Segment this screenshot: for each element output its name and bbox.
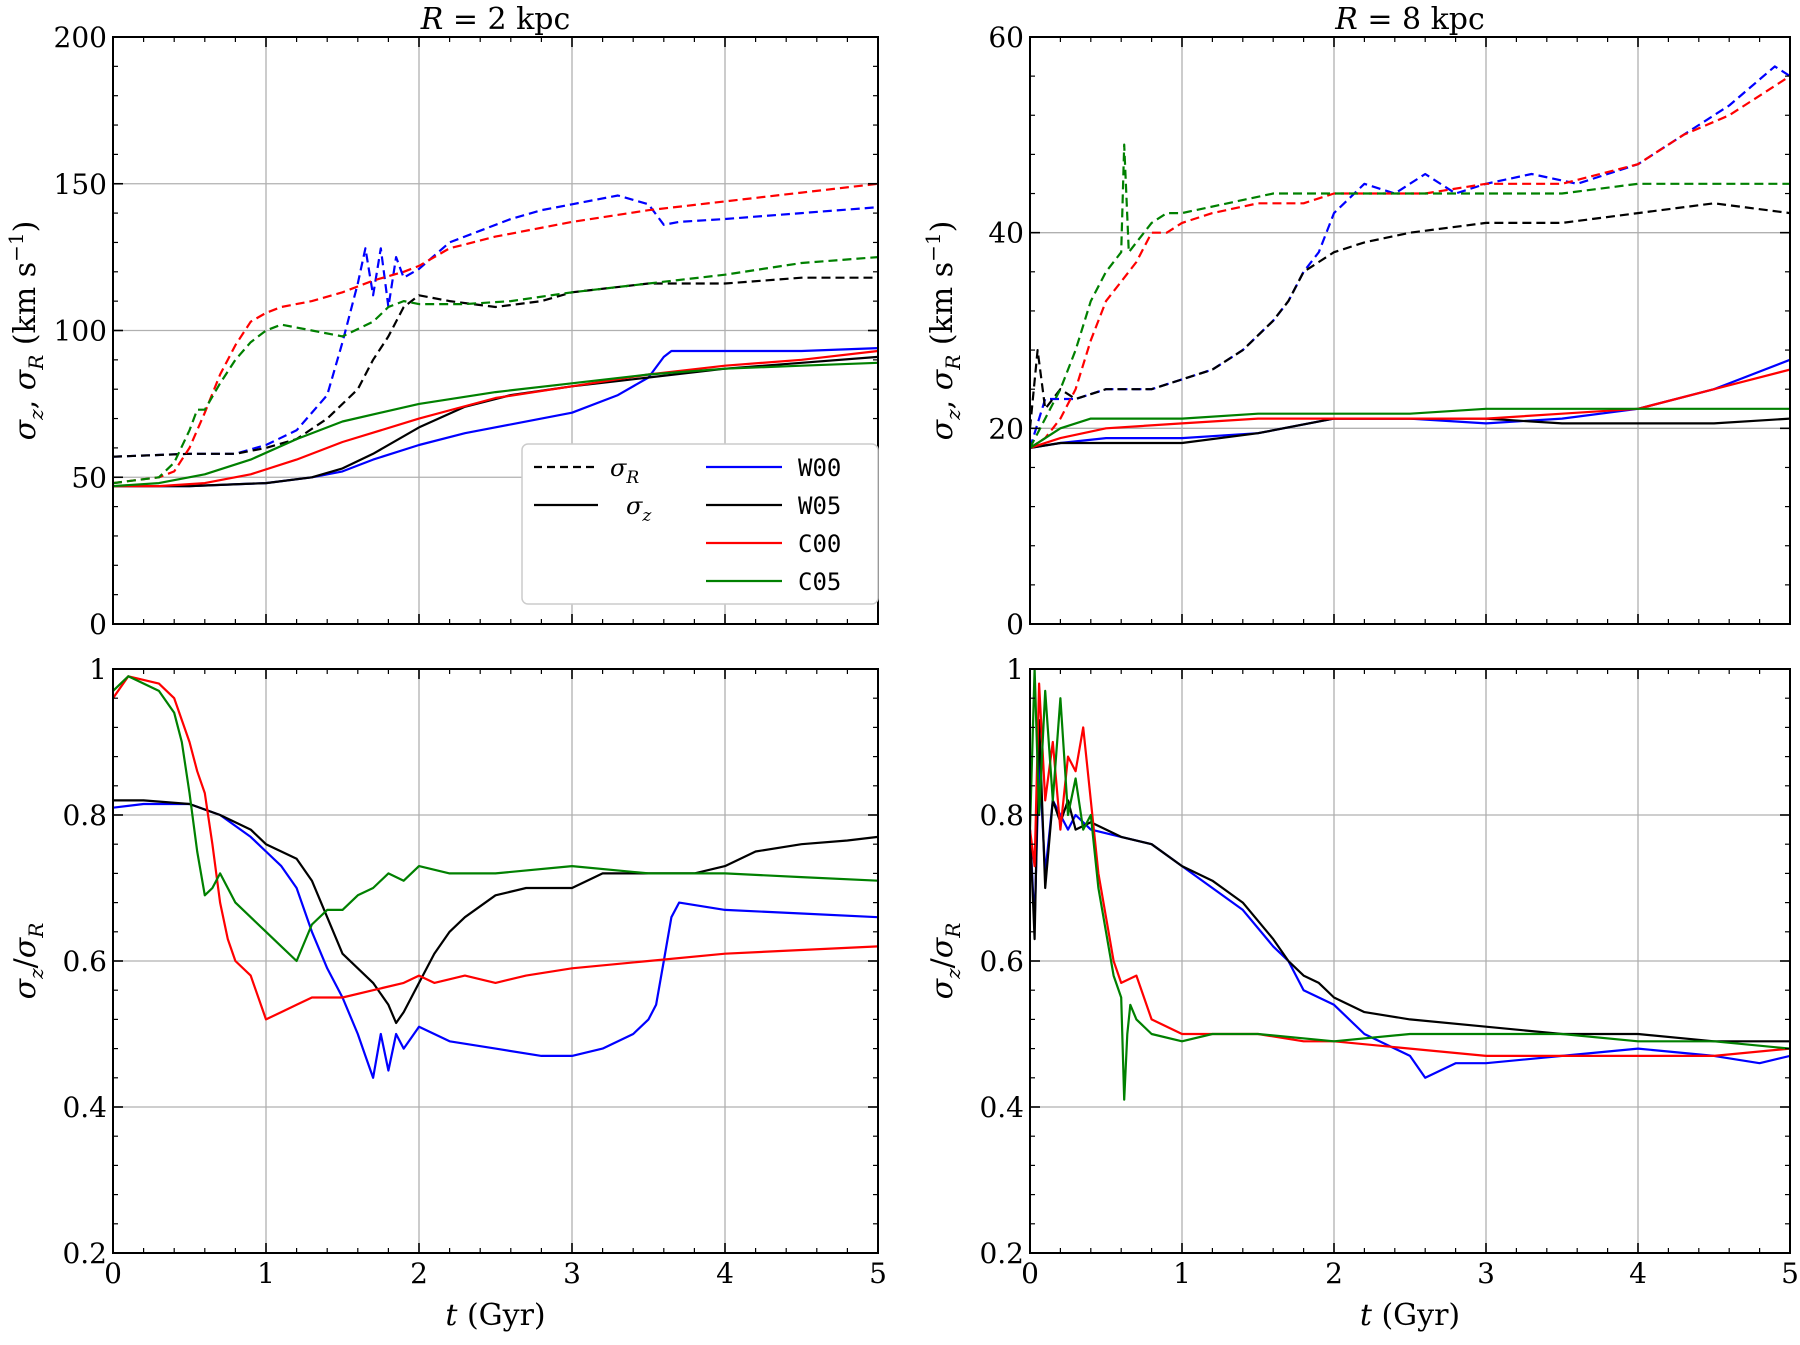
bottom-right-xtick-label-5: 5 bbox=[1781, 1257, 1799, 1290]
top-left-ytick-label-50: 50 bbox=[71, 461, 107, 494]
top-right-ytick-label-20: 20 bbox=[988, 412, 1024, 445]
top-left-ylabel: σz, σR (km s−1) bbox=[4, 221, 48, 441]
panel-bottom-right: 0.2 0.4 0.6 0.8 1 0 1 2 3 4 5 t (Gyr) σz/σR bbox=[925, 653, 1799, 1333]
bottom-left-series-W05 bbox=[113, 799, 878, 1025]
bottom-left-xtick-label-5: 5 bbox=[869, 1257, 887, 1290]
bottom-right-xtick-label-4: 4 bbox=[1629, 1257, 1647, 1290]
bottom-left-ylabel: σz/σR bbox=[8, 923, 48, 1000]
panel-top-left: 0 50 100 150 200 R = 2 kpc σz, σR (km s−1) bbox=[4, 2, 879, 641]
bottom-left-ticks bbox=[112, 668, 879, 1254]
top-right-series-group bbox=[1030, 65, 1790, 449]
bottom-right-xtick-label-0: 0 bbox=[1021, 1257, 1039, 1290]
top-right-frame bbox=[1029, 36, 1791, 625]
bottom-left-xtick-label-2: 2 bbox=[410, 1257, 428, 1290]
top-right-title: R = 8 kpc bbox=[1334, 2, 1485, 37]
legend-W00-label: W00 bbox=[798, 454, 841, 482]
panel-bottom-left: 0.2 0.4 0.6 0.8 1 0 1 2 3 4 5 t (Gyr) σz/σR bbox=[8, 653, 887, 1333]
top-left-ytick-label-0: 0 bbox=[89, 608, 107, 641]
bottom-left-series-C00 bbox=[113, 675, 878, 1021]
top-left-series-C00-σR bbox=[113, 182, 878, 485]
top-right-series-C05-σz bbox=[1030, 407, 1790, 449]
top-left-series-C05-σz bbox=[113, 361, 878, 488]
top-right-ytick-label-60: 60 bbox=[988, 21, 1024, 54]
top-right-series-W05-σR bbox=[1030, 202, 1790, 429]
bottom-left-xtick-label-3: 3 bbox=[563, 1257, 581, 1290]
legend-sigmaR-label: σR bbox=[610, 454, 639, 488]
bottom-right-ticks bbox=[1029, 668, 1791, 1254]
legend-C00-label: C00 bbox=[798, 530, 841, 558]
top-right-series-C00-σz bbox=[1030, 368, 1790, 449]
top-right-series-W00-σz bbox=[1030, 358, 1790, 449]
top-right-ylabel: σz, σR (km s−1) bbox=[921, 221, 965, 441]
bottom-left-series-C05 bbox=[113, 675, 878, 963]
bottom-right-ytick-label-0.6: 0.6 bbox=[979, 945, 1024, 978]
bottom-right-ylabel: σz/σR bbox=[925, 923, 965, 1000]
bottom-left-xtick-label-1: 1 bbox=[257, 1257, 275, 1290]
top-left-series-W00-σR bbox=[113, 194, 878, 458]
legend-W05-label: W05 bbox=[798, 492, 841, 520]
top-left-series-group bbox=[113, 182, 878, 488]
bottom-right-ytick-label-0.2: 0.2 bbox=[979, 1237, 1024, 1270]
top-left-title: R = 2 kpc bbox=[420, 2, 571, 37]
bottom-left-xlabel: t (Gyr) bbox=[445, 1298, 545, 1333]
bottom-left-ytick-label-0.8: 0.8 bbox=[62, 799, 107, 832]
top-right-ytick-label-40: 40 bbox=[988, 217, 1024, 250]
bottom-left-ytick-label-0.4: 0.4 bbox=[62, 1091, 107, 1124]
top-left-ytick-label-100: 100 bbox=[54, 315, 107, 348]
legend-frame bbox=[521, 443, 879, 605]
bottom-left-ytick-label-0.6: 0.6 bbox=[62, 945, 107, 978]
bottom-right-xlabel: t (Gyr) bbox=[1360, 1298, 1460, 1333]
bottom-right-series-W05 bbox=[1030, 718, 1790, 1043]
top-right-series-C00-σR bbox=[1030, 75, 1790, 449]
top-right-series-W05-σz bbox=[1030, 417, 1790, 449]
bottom-right-series-group bbox=[1030, 669, 1790, 1101]
top-right-series-W00-σR bbox=[1030, 65, 1790, 449]
bottom-right-xtick-label-3: 3 bbox=[1477, 1257, 1495, 1290]
bottom-right-series-C05 bbox=[1030, 669, 1790, 1101]
bottom-right-ytick-label-0.8: 0.8 bbox=[979, 799, 1024, 832]
legend-C05-label: C05 bbox=[798, 568, 841, 596]
bottom-right-series-C00 bbox=[1030, 682, 1790, 1058]
bottom-left-ytick-label-0.2: 0.2 bbox=[62, 1237, 107, 1270]
bottom-left-series-group bbox=[113, 675, 878, 1079]
legend: σR σz W00 W05 C00 C05 bbox=[521, 443, 879, 605]
bottom-right-ytick-label-1: 1 bbox=[1006, 653, 1024, 686]
top-right-ytick-label-0: 0 bbox=[1006, 608, 1024, 641]
bottom-right-series-W00 bbox=[1030, 755, 1790, 1079]
bottom-left-xtick-label-4: 4 bbox=[716, 1257, 734, 1290]
bottom-left-ytick-label-1: 1 bbox=[89, 653, 107, 686]
panel-top-right: 0 20 40 60 R = 8 kpc σz, σR (km s−1) bbox=[921, 2, 1791, 641]
top-left-series-C00-σz bbox=[113, 349, 878, 488]
top-right-ticks bbox=[1029, 36, 1791, 625]
bottom-left-series-W00 bbox=[113, 802, 878, 1079]
top-left-ytick-label-200: 200 bbox=[54, 21, 107, 54]
top-left-ytick-label-150: 150 bbox=[54, 168, 107, 201]
bottom-right-ytick-label-0.4: 0.4 bbox=[979, 1091, 1024, 1124]
bottom-right-xtick-label-1: 1 bbox=[1173, 1257, 1191, 1290]
bottom-left-xtick-label-0: 0 bbox=[104, 1257, 122, 1290]
top-left-series-C05-σR bbox=[113, 256, 878, 485]
top-right-series-C05-σR bbox=[1030, 143, 1790, 449]
bottom-right-xtick-label-2: 2 bbox=[1325, 1257, 1343, 1290]
legend-sigmaz-label: σz bbox=[626, 492, 652, 526]
